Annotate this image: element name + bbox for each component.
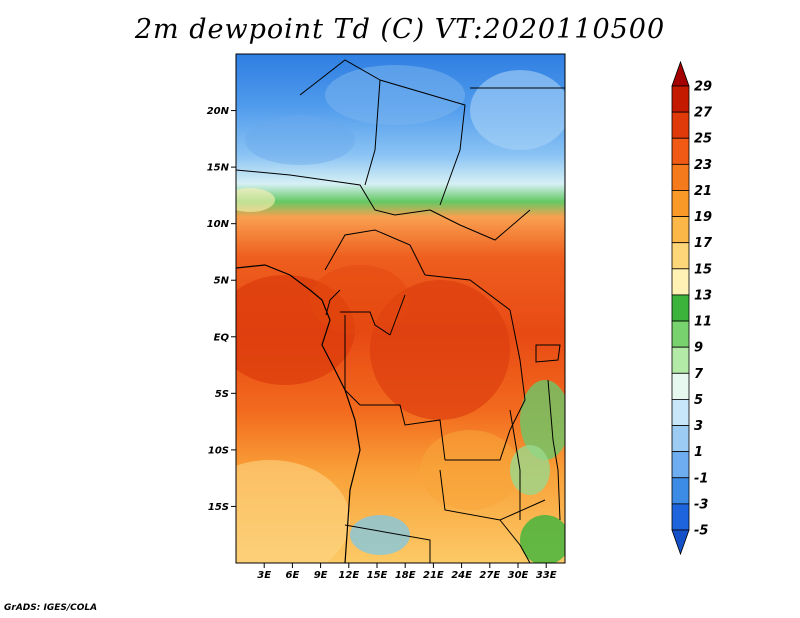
- colorbar-segment: [671, 372, 690, 400]
- lon-tick-label: 27E: [479, 570, 500, 581]
- colorbar-label: 17: [694, 236, 713, 251]
- dewpoint-field: [236, 54, 565, 563]
- colorbar-label: 19: [694, 210, 712, 225]
- lon-tick-label: 15E: [367, 570, 388, 581]
- colorbar: 29 27 25 23 21 19 17 15 13 11 9 7 5 3 1 -1 -3 -5: [671, 60, 713, 556]
- colorbar-segment: [671, 294, 690, 322]
- lat-tick-label: 20N: [207, 106, 230, 117]
- colorbar-label: -3: [694, 497, 708, 512]
- lat-tick-label: 10S: [208, 445, 229, 456]
- lat-tick-label: 5N: [214, 276, 230, 287]
- lon-tick-label: 18E: [395, 570, 416, 581]
- colorbar-segment: [671, 477, 690, 505]
- colorbar-label: -5: [694, 524, 708, 539]
- longitude-axis: 3E 6E 9E 12E 15E 18E 21E 24E 27E 30E 33E: [257, 563, 557, 581]
- colorbar-max-arrow: [671, 60, 690, 87]
- map-title: 2m dewpoint Td (C) VT:2020110500: [134, 14, 666, 45]
- lon-tick-label: 3E: [257, 570, 271, 581]
- lon-tick-label: 12E: [338, 570, 359, 581]
- colorbar-label: 3: [694, 419, 703, 434]
- colorbar-segment: [671, 190, 690, 217]
- colorbar-label: 27: [694, 106, 713, 121]
- colorbar-segment: [671, 85, 690, 113]
- latitude-axis: 20N 15N 10N 5N EQ 5S 10S 15S: [207, 106, 236, 513]
- colorbar-label: 15: [694, 262, 712, 277]
- colorbar-segment: [671, 451, 690, 479]
- lon-tick-label: 33E: [536, 570, 557, 581]
- colorbar-label: 25: [694, 132, 712, 147]
- colorbar-label: 13: [694, 288, 712, 303]
- lat-tick-label: 15S: [208, 502, 229, 513]
- lon-tick-label: 30E: [508, 570, 529, 581]
- colorbar-segment: [671, 216, 690, 244]
- colorbar-label: 11: [694, 315, 712, 330]
- colorbar-segment: [671, 503, 690, 531]
- colorbar-label: 5: [694, 393, 703, 408]
- colorbar-segment: [671, 111, 690, 139]
- colorbar-min-arrow: [671, 529, 690, 556]
- map-frame: [235, 53, 566, 564]
- lon-tick-label: 21E: [423, 570, 444, 581]
- colorbar-segment: [671, 163, 690, 191]
- colorbar-label: 21: [694, 184, 712, 199]
- colorbar-segment: [671, 399, 690, 426]
- colorbar-segment: [671, 346, 690, 374]
- lon-tick-label: 6E: [286, 570, 300, 581]
- colorbar-segment: [671, 425, 690, 453]
- colorbar-label: 7: [694, 367, 704, 382]
- lat-tick-label: 10N: [207, 219, 230, 230]
- colorbar-label: 23: [694, 158, 712, 173]
- lat-tick-label: 5S: [215, 389, 229, 400]
- colorbar-segment: [671, 268, 690, 296]
- colorbar-label: -1: [694, 471, 708, 486]
- colorbar-segment: [671, 137, 690, 165]
- colorbar-segment: [671, 320, 690, 348]
- lat-tick-label: 15N: [207, 163, 230, 174]
- colorbar-label: 1: [694, 445, 703, 460]
- colorbar-segment: [671, 242, 690, 270]
- colorbar-label: 9: [694, 341, 703, 356]
- coastline: [236, 264, 361, 563]
- credit-text: GrADS: IGES/COLA: [4, 603, 98, 613]
- lon-tick-label: 24E: [451, 570, 472, 581]
- colorbar-label: 29: [694, 80, 712, 95]
- lon-tick-label: 9E: [314, 570, 328, 581]
- lat-tick-label: EQ: [214, 332, 230, 343]
